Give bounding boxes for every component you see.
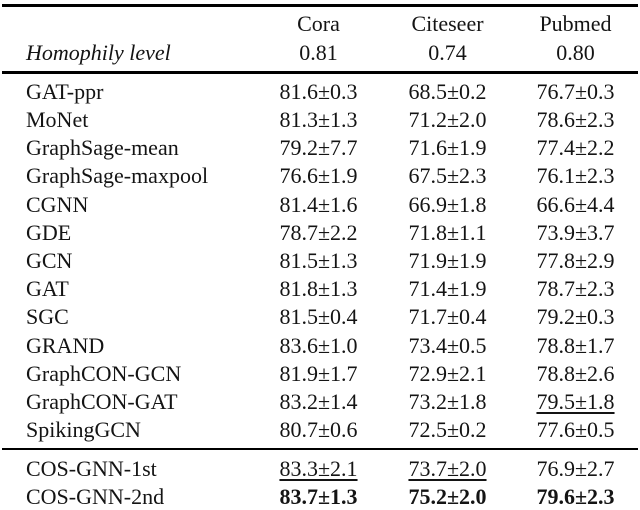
score-cell: 78.8±2.6 (536, 360, 615, 386)
score-cell: 71.2±2.0 (408, 107, 487, 133)
score-cell: 80.7±0.6 (255, 416, 382, 451)
score-cell: 76.9±2.7 (536, 456, 615, 482)
header-homophily-row: Homophily level 0.81 0.74 0.80 (2, 38, 638, 74)
score-cell: 78.7±2.3 (536, 276, 615, 302)
score-cell: 68.5±0.2 (408, 79, 487, 104)
score-cell: 71.6±1.9 (408, 135, 487, 161)
score-cell: 66.6±4.4 (536, 191, 615, 217)
method-name: SpikingGCN (2, 416, 255, 451)
score-cell: 78.7±2.2 (279, 219, 358, 245)
score-cell: 73.4±0.5 (408, 332, 487, 358)
score-cell: 73.9±3.7 (536, 219, 615, 245)
cos-gnn-rows: COS-GNN-1st 83.3±2.1 73.7±2.0 76.9±2.7 C… (2, 449, 638, 510)
homophily-level-label: Homophily level (2, 38, 255, 74)
table-row: GraphSage-mean 79.2±7.7 71.6±1.9 77.4±2.… (2, 134, 638, 162)
score-cell: 67.5±2.3 (408, 163, 487, 189)
header-empty-cell (2, 4, 255, 38)
homophily-value-citeseer: 0.74 (382, 38, 513, 74)
score-cell: 76.6±1.9 (279, 163, 358, 189)
table-row: SGC 81.5±0.4 71.7±0.4 79.2±0.3 (2, 303, 638, 331)
method-name: GAT (26, 276, 69, 302)
table-row: CGNN 81.4±1.6 66.9±1.8 66.6±4.4 (2, 191, 638, 219)
score-cell-best: 83.7±1.3 (255, 483, 382, 510)
table-row: GraphSage-maxpool 76.6±1.9 67.5±2.3 76.1… (2, 162, 638, 190)
score-cell: 76.1±2.3 (536, 163, 615, 189)
table-row: GDE 78.7±2.2 71.8±1.1 73.9±3.7 (2, 219, 638, 247)
score-cell: 77.4±2.2 (536, 135, 615, 161)
method-name: CGNN (26, 191, 89, 217)
score-cell: 66.9±1.8 (408, 191, 487, 217)
score-cell: 78.8±1.7 (536, 332, 615, 358)
score-cell: 79.2±0.3 (536, 304, 615, 330)
method-name: GCN (26, 248, 73, 274)
score-cell: 71.4±1.9 (408, 276, 487, 302)
score-cell: 81.8±1.3 (279, 276, 358, 302)
table-row: GAT 81.8±1.3 71.4±1.9 78.7±2.3 (2, 275, 638, 303)
score-cell: 83.6±1.0 (279, 332, 358, 358)
score-cell: 77.8±2.9 (536, 248, 615, 274)
table-row: GraphCON-GCN 81.9±1.7 72.9±2.1 78.8±2.6 (2, 360, 638, 388)
score-cell: 81.9±1.7 (279, 360, 358, 386)
score-cell: 72.5±0.2 (382, 416, 513, 451)
score-cell-second-best: 73.7±2.0 (408, 456, 487, 482)
header-dataset-row: Cora Citeseer Pubmed (2, 4, 638, 38)
table-row: GraphCON-GAT 83.2±1.4 73.2±1.8 79.5±1.8 (2, 388, 638, 416)
table-row: GAT-ppr 81.6±0.3 68.5±0.2 76.7±0.3 (2, 73, 638, 107)
score-cell: 81.5±1.3 (279, 248, 358, 274)
method-name: SGC (26, 304, 69, 330)
method-name: GRAND (26, 332, 105, 358)
score-cell-second-best: 79.5±1.8 (536, 388, 615, 414)
score-cell: 71.9±1.9 (408, 248, 487, 274)
method-name: GraphCON-GCN (26, 360, 182, 386)
score-cell: 71.8±1.1 (408, 219, 487, 245)
score-cell-second-best: 83.3±2.1 (279, 456, 358, 482)
table-header: Cora Citeseer Pubmed Homophily level 0.8… (2, 4, 638, 74)
table-row: COS-GNN-1st 83.3±2.1 73.7±2.0 76.9±2.7 (2, 449, 638, 483)
column-header-pubmed: Pubmed (513, 4, 638, 38)
method-name: GraphCON-GAT (26, 388, 178, 414)
score-cell: 72.9±2.1 (408, 360, 487, 386)
table-row: GRAND 83.6±1.0 73.4±0.5 78.8±1.7 (2, 332, 638, 360)
method-name: COS-GNN-1st (26, 456, 157, 482)
results-table: Cora Citeseer Pubmed Homophily level 0.8… (2, 4, 638, 510)
score-cell: 81.5±0.4 (279, 304, 358, 330)
score-cell: 79.2±7.7 (279, 135, 358, 161)
score-cell: 73.2±1.8 (408, 388, 487, 414)
homophily-value-cora: 0.81 (255, 38, 382, 74)
method-name: GraphSage-mean (26, 135, 179, 161)
table-row: MoNet 81.3±1.3 71.2±2.0 78.6±2.3 (2, 106, 638, 134)
score-cell: 81.3±1.3 (279, 107, 358, 133)
method-name: GAT-ppr (26, 79, 104, 104)
score-cell: 71.7±0.4 (408, 304, 487, 330)
score-cell: 76.7±0.3 (536, 79, 615, 104)
table-row: SpikingGCN 80.7±0.6 72.5±0.2 77.6±0.5 (2, 416, 638, 451)
score-cell: 77.6±0.5 (513, 416, 638, 451)
column-header-cora: Cora (255, 4, 382, 38)
homophily-value-pubmed: 0.80 (513, 38, 638, 74)
score-cell: 81.6±0.3 (279, 79, 358, 104)
score-cell: 83.2±1.4 (279, 388, 358, 414)
baseline-rows: GAT-ppr 81.6±0.3 68.5±0.2 76.7±0.3 MoNet… (2, 73, 638, 451)
method-name: COS-GNN-2nd (2, 483, 255, 510)
table-row: GCN 81.5±1.3 71.9±1.9 77.8±2.9 (2, 247, 638, 275)
score-cell-best: 75.2±2.0 (382, 483, 513, 510)
table-row: COS-GNN-2nd 83.7±1.3 75.2±2.0 79.6±2.3 (2, 483, 638, 510)
column-header-citeseer: Citeseer (382, 4, 513, 38)
method-name: GraphSage-maxpool (26, 163, 209, 189)
score-cell-best: 79.6±2.3 (513, 483, 638, 510)
score-cell: 81.4±1.6 (279, 191, 358, 217)
score-cell: 78.6±2.3 (536, 107, 615, 133)
method-name: MoNet (26, 107, 89, 133)
method-name: GDE (26, 219, 72, 245)
